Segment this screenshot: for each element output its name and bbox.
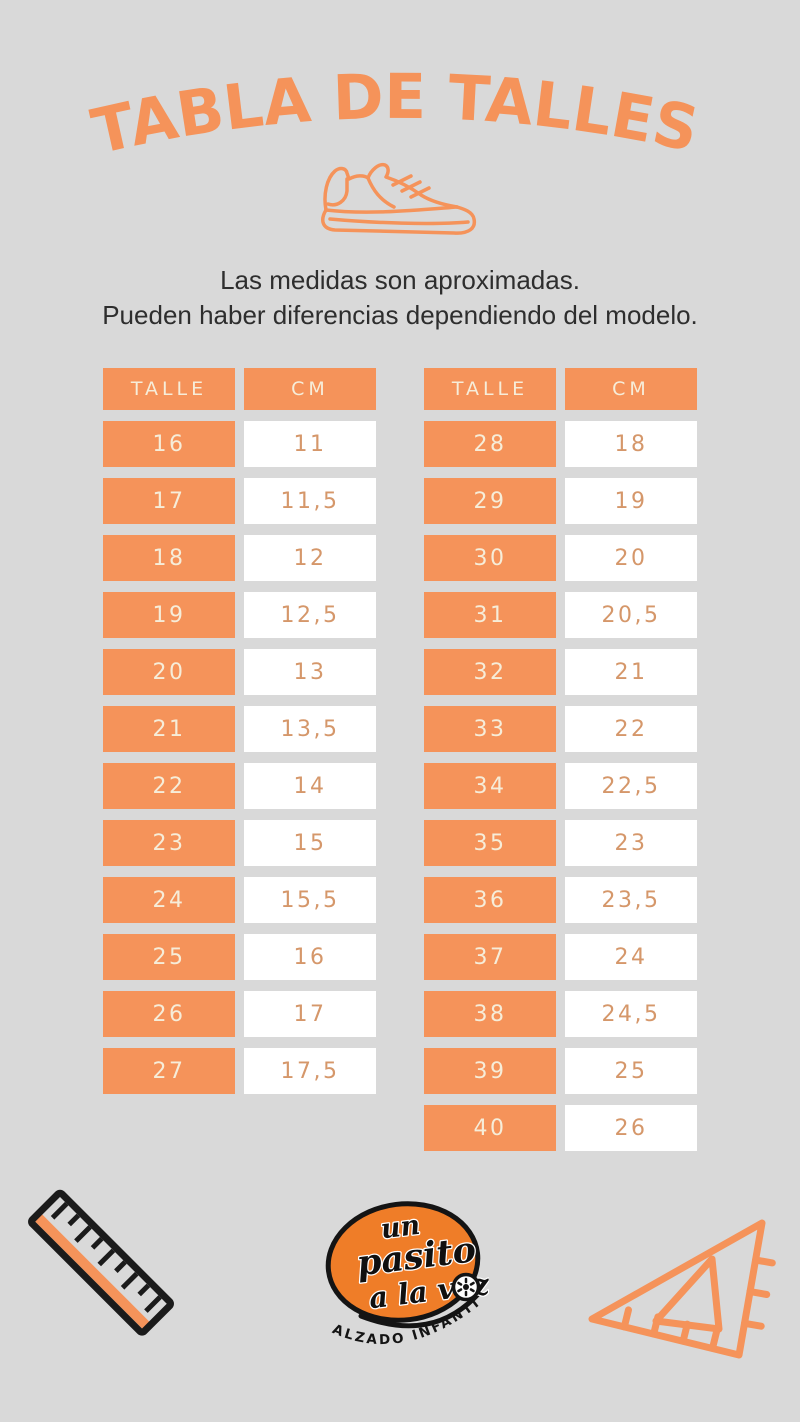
talle-cell: 18 [103,535,235,581]
cm-cell: 13,5 [244,706,376,752]
table-row: 33 22 [424,706,697,752]
table-row: 16 11 [103,421,376,467]
talle-cell: 35 [424,820,556,866]
talle-cell: 37 [424,934,556,980]
cm-header: CM [244,368,376,410]
cm-cell: 17 [244,991,376,1037]
table-row: 35 23 [424,820,697,866]
cm-cell: 25 [565,1048,697,1094]
table-header-row: TALLE CM [103,368,376,410]
table-row: 25 16 [103,934,376,980]
cm-cell: 20,5 [565,592,697,638]
table-body-left: 16 11 17 11,5 18 12 19 12,5 20 13 21 13,5 22 14 23 15 24… [103,421,376,1094]
talle-cell: 22 [103,763,235,809]
cm-cell: 11,5 [244,478,376,524]
talle-cell: 30 [424,535,556,581]
table-body-right: 28 18 29 19 30 20 31 20,5 32 21 33 22 34 22,5 35 23 36 23… [424,421,697,1151]
talle-cell: 17 [103,478,235,524]
cm-cell: 13 [244,649,376,695]
cm-header: CM [565,368,697,410]
cm-cell: 22,5 [565,763,697,809]
talle-cell: 19 [103,592,235,638]
logo-word-1: un [379,1210,422,1246]
table-row: 40 26 [424,1105,697,1151]
table-row: 36 23,5 [424,877,697,923]
cm-cell: 15 [244,820,376,866]
talle-cell: 23 [103,820,235,866]
logo-flower-icon [451,1272,481,1302]
cm-cell: 22 [565,706,697,752]
table-row: 20 13 [103,649,376,695]
cm-cell: 18 [565,421,697,467]
disclaimer-line-2: Pueden haber diferencias dependiendo del… [102,300,698,330]
table-row: 34 22,5 [424,763,697,809]
set-square-icon [588,1219,776,1359]
cm-cell: 21 [565,649,697,695]
table-row: 23 15 [103,820,376,866]
cm-cell: 16 [244,934,376,980]
cm-cell: 24,5 [565,991,697,1037]
table-row: 27 17,5 [103,1048,376,1094]
table-row: 22 14 [103,763,376,809]
talle-cell: 28 [424,421,556,467]
brand-logo: un pasito a la vez CALZADO INFANTIL [323,1188,489,1348]
table-header-row: TALLE CM [424,368,697,410]
talle-cell: 33 [424,706,556,752]
talle-cell: 32 [424,649,556,695]
svg-text:TABLA DE TALLES: TABLA DE TALLES [85,60,704,169]
cm-cell: 11 [244,421,376,467]
table-row: 24 15,5 [103,877,376,923]
table-row: 19 12,5 [103,592,376,638]
table-row: 18 12 [103,535,376,581]
table-row: 31 20,5 [424,592,697,638]
talle-header: TALLE [424,368,556,410]
cm-cell: 23 [565,820,697,866]
talle-cell: 24 [103,877,235,923]
table-row: 32 21 [424,649,697,695]
talle-cell: 25 [103,934,235,980]
table-row: 29 19 [424,478,697,524]
cm-cell: 12 [244,535,376,581]
ruler-icon [28,1189,174,1336]
disclaimer-line-1: Las medidas son aproximadas. [220,265,580,295]
talle-cell: 27 [103,1048,235,1094]
cm-cell: 12,5 [244,592,376,638]
cm-cell: 17,5 [244,1048,376,1094]
talle-cell: 21 [103,706,235,752]
logo-swoosh [358,1289,483,1329]
cm-cell: 23,5 [565,877,697,923]
table-row: 39 25 [424,1048,697,1094]
talle-cell: 39 [424,1048,556,1094]
size-table-right: TALLE CM 28 18 29 19 30 20 31 20,5 32 21 33 22 34 22,… [424,368,697,1162]
table-row: 37 24 [424,934,697,980]
title-arc: TABLA DE TALLES [85,60,704,169]
talle-cell: 36 [424,877,556,923]
table-row: 30 20 [424,535,697,581]
talle-cell: 38 [424,991,556,1037]
cm-cell: 15,5 [244,877,376,923]
talle-cell: 20 [103,649,235,695]
size-table-left: TALLE CM 16 11 17 11,5 18 12 19 12,5 20 13 21 13,5 2… [103,368,376,1105]
logo-oval [325,1201,481,1323]
talle-cell: 34 [424,763,556,809]
talle-cell: 31 [424,592,556,638]
cm-cell: 20 [565,535,697,581]
table-row: 28 18 [424,421,697,467]
cm-cell: 24 [565,934,697,980]
table-row: 26 17 [103,991,376,1037]
cm-cell: 14 [244,763,376,809]
sneaker-icon [321,162,477,235]
talle-cell: 40 [424,1105,556,1151]
talle-cell: 16 [103,421,235,467]
table-row: 38 24,5 [424,991,697,1037]
cm-cell: 19 [565,478,697,524]
page-title: TABLA DE TALLES [85,60,704,169]
talle-cell: 26 [103,991,235,1037]
table-row: 21 13,5 [103,706,376,752]
table-row: 17 11,5 [103,478,376,524]
talle-header: TALLE [103,368,235,410]
talle-cell: 29 [424,478,556,524]
cm-cell: 26 [565,1105,697,1151]
